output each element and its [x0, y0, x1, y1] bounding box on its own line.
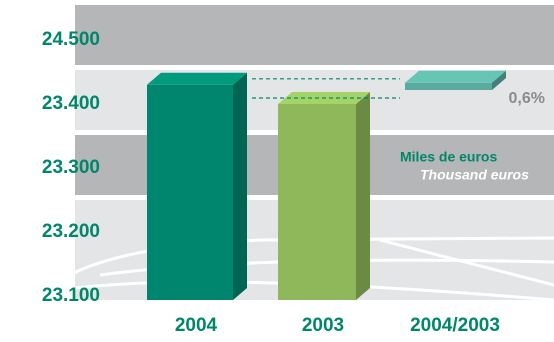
change-top — [405, 70, 506, 83]
bar — [278, 104, 356, 300]
x-tick-label: 2004/2003 — [410, 315, 500, 336]
bar-side — [356, 92, 370, 300]
change-side — [492, 70, 506, 90]
unit-en: Thousand euros — [420, 167, 529, 183]
y-tick-label: 24.500 — [42, 29, 100, 50]
bar-side — [233, 72, 247, 300]
unit-es: Miles de euros — [400, 149, 497, 165]
y-tick-label: 23.400 — [42, 93, 100, 114]
y-tick-label: 23.100 — [42, 285, 100, 306]
change-label: 0,6% — [509, 90, 545, 107]
bar-top — [147, 72, 247, 85]
band — [75, 5, 554, 65]
y-tick-label: 23.300 — [42, 157, 100, 178]
bar — [147, 84, 233, 300]
x-tick-label: 2004 — [175, 315, 218, 336]
x-tick-label: 2003 — [302, 315, 344, 336]
change-bar — [405, 82, 492, 90]
y-tick-label: 23.200 — [42, 221, 100, 242]
